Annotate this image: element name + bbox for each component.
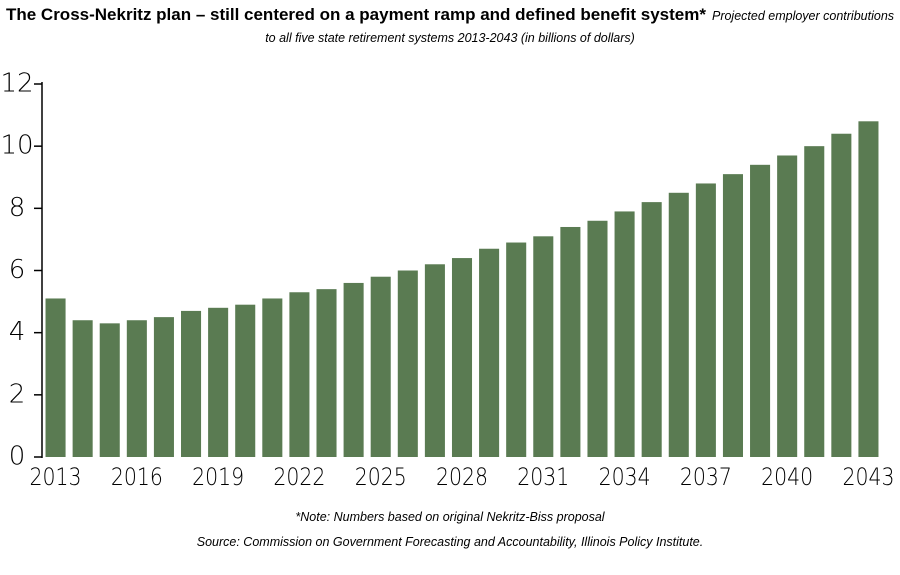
- y-tick-label: 8: [9, 193, 26, 223]
- bar: [343, 282, 364, 457]
- x-tick-label: 2040: [761, 463, 813, 491]
- bar: [614, 211, 635, 457]
- bar: [45, 298, 66, 457]
- bar: [316, 289, 337, 457]
- bar: [479, 248, 500, 457]
- x-tick-label: 2022: [273, 463, 325, 491]
- bar: [750, 164, 771, 458]
- bar: [560, 226, 581, 457]
- x-tick-label: 2043: [842, 463, 894, 491]
- x-tick-label: 2028: [436, 463, 488, 491]
- x-tick-label: 2031: [517, 463, 569, 491]
- bar: [424, 264, 445, 457]
- bar: [804, 146, 825, 457]
- y-tick-label: 0: [9, 442, 26, 472]
- bar: [397, 270, 418, 457]
- bar: [506, 242, 527, 457]
- x-tick-label: 2019: [192, 463, 244, 491]
- x-tick-label: 2013: [30, 463, 82, 491]
- bar: [722, 174, 743, 457]
- chart-subtitle: Projected employer contributions to all …: [265, 9, 895, 45]
- bar: [370, 276, 391, 457]
- note: *Note: Numbers based on original Nekritz…: [295, 510, 605, 524]
- y-tick-label: 12: [0, 69, 33, 99]
- chart: 0 2 4 6 8 10 12 2013 2016 2019 2022 2025 2028 2031 203…: [0, 69, 894, 492]
- y-tick-label: 6: [9, 255, 26, 285]
- bar: [99, 323, 120, 457]
- y-tick-label: 2: [9, 379, 26, 409]
- bar: [831, 133, 852, 457]
- source: Source: Commission on Government Forecas…: [196, 535, 704, 549]
- x-tick-label: 2037: [680, 463, 732, 491]
- bar: [777, 155, 798, 457]
- chart-title: The Cross-Nekritz plan – still centered …: [5, 5, 706, 24]
- bar: [668, 192, 689, 457]
- bar: [695, 183, 716, 457]
- y-tick-label: 4: [9, 317, 26, 347]
- x-tick-label: 2025: [355, 463, 407, 491]
- bar: [533, 236, 554, 457]
- bar: [451, 258, 473, 457]
- bar: [208, 307, 229, 457]
- x-tick-label: 2034: [599, 463, 651, 491]
- x-tick-label: 2016: [111, 463, 163, 491]
- bar: [181, 310, 202, 457]
- bar: [858, 121, 879, 458]
- bar: [235, 304, 256, 457]
- bar: [153, 317, 174, 457]
- bar: [587, 220, 608, 457]
- y-tick-label: 10: [0, 131, 33, 161]
- bar: [289, 292, 310, 457]
- bar: [262, 298, 283, 457]
- bar: [126, 320, 147, 457]
- bar: [641, 202, 662, 457]
- bar: [72, 320, 93, 457]
- header: The Cross-Nekritz plan – still centered …: [0, 4, 900, 49]
